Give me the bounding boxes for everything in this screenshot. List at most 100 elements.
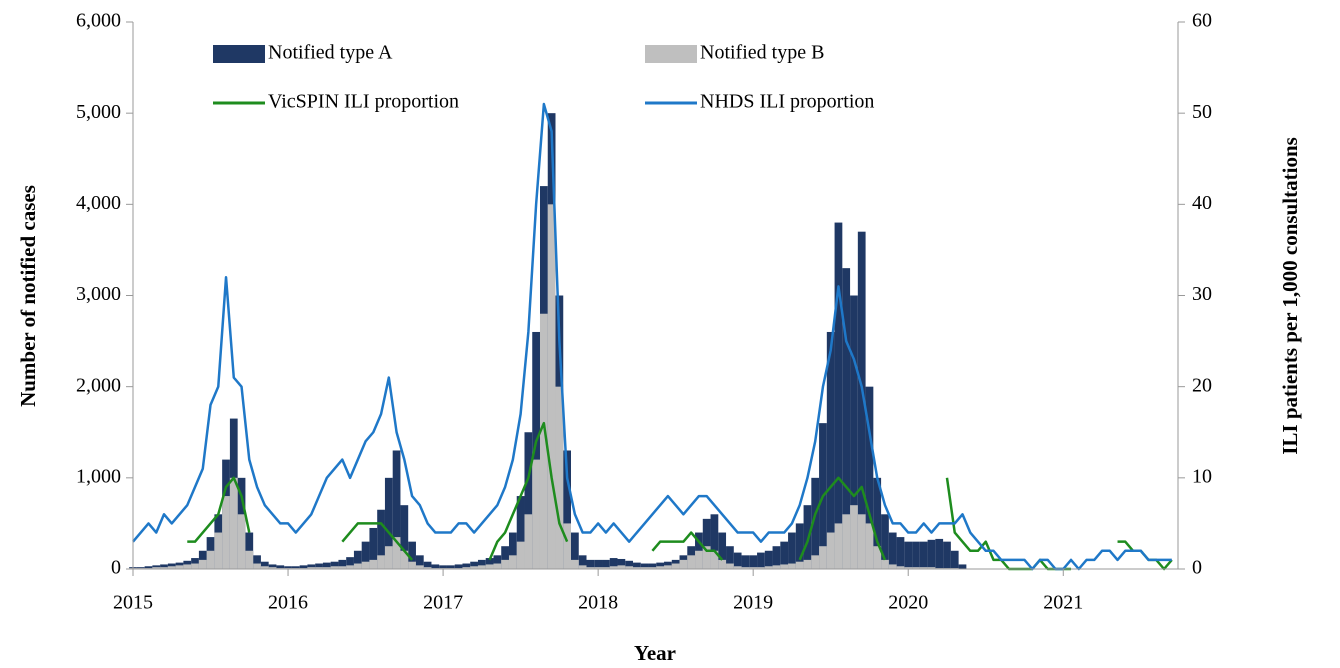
bar xyxy=(346,565,354,569)
bar xyxy=(857,231,866,569)
bar xyxy=(819,546,827,569)
bar xyxy=(470,566,478,569)
x-tick-label: 2019 xyxy=(733,592,773,614)
bar xyxy=(353,563,362,569)
bar xyxy=(602,559,610,569)
bar xyxy=(795,561,804,569)
bar xyxy=(896,537,905,569)
x-tick-label: 2016 xyxy=(268,592,308,614)
bar xyxy=(927,567,936,569)
bar xyxy=(485,564,494,569)
bar xyxy=(741,567,750,569)
bar xyxy=(346,557,354,569)
bar xyxy=(671,563,680,569)
bar xyxy=(757,552,765,569)
bar xyxy=(656,566,665,569)
bar xyxy=(206,550,215,569)
bar xyxy=(291,566,300,569)
bar xyxy=(377,555,385,569)
bar xyxy=(826,532,835,569)
bar xyxy=(912,541,920,569)
bar xyxy=(625,566,634,569)
bar xyxy=(578,565,587,569)
bar xyxy=(811,477,820,569)
bar xyxy=(392,450,401,569)
bar xyxy=(695,550,703,569)
bar xyxy=(578,555,587,569)
bar xyxy=(330,566,339,569)
bar xyxy=(788,532,796,569)
bar xyxy=(811,555,820,569)
bar xyxy=(857,514,866,569)
bar xyxy=(253,563,261,569)
bar xyxy=(508,555,517,569)
bar xyxy=(950,550,959,569)
bar xyxy=(958,564,967,569)
bar xyxy=(764,566,773,569)
bar xyxy=(788,563,796,569)
bar xyxy=(322,562,331,569)
legend-label: Notified type B xyxy=(700,42,824,64)
x-axis-title: Year xyxy=(634,641,676,665)
line xyxy=(132,102,1172,571)
y2-tick-label: 30 xyxy=(1192,283,1212,305)
bar xyxy=(307,564,316,569)
y2-tick-label: 60 xyxy=(1192,10,1212,32)
legend-label: NHDS ILI proportion xyxy=(700,91,874,113)
y-tick-label: 6,000 xyxy=(76,10,121,32)
bar xyxy=(369,559,378,569)
bar xyxy=(617,558,626,569)
bar xyxy=(338,566,347,569)
bar xyxy=(353,550,362,569)
bar xyxy=(198,550,207,569)
y2-tick-label: 10 xyxy=(1192,465,1212,487)
bar xyxy=(896,566,905,569)
bar xyxy=(260,561,269,569)
bar xyxy=(679,559,688,569)
y-tick-label: 1,000 xyxy=(76,465,121,487)
bar xyxy=(935,538,944,569)
bar xyxy=(834,523,843,569)
x-tick-label: 2017 xyxy=(423,592,463,614)
bar xyxy=(904,541,913,569)
bar xyxy=(888,532,897,569)
bar xyxy=(648,567,657,569)
bar xyxy=(602,567,610,569)
bar xyxy=(633,567,641,569)
bar xyxy=(361,561,370,569)
bar xyxy=(144,566,153,569)
bar xyxy=(361,541,370,569)
bar xyxy=(687,555,696,569)
bar xyxy=(664,565,672,569)
bar xyxy=(718,559,727,569)
bar xyxy=(873,477,882,569)
bar xyxy=(919,541,928,569)
bar xyxy=(609,566,618,569)
bar xyxy=(454,564,463,569)
y2-tick-label: 40 xyxy=(1192,192,1212,214)
bar xyxy=(640,567,649,569)
legend-label: VicSPIN ILI proportion xyxy=(268,91,459,113)
legend-swatch xyxy=(645,45,697,63)
bar xyxy=(904,567,913,569)
bar xyxy=(850,505,858,569)
bar xyxy=(485,558,494,569)
bar xyxy=(400,505,409,569)
bar xyxy=(547,204,556,570)
bar xyxy=(508,532,517,569)
bar xyxy=(245,550,254,569)
bar xyxy=(648,563,657,569)
bar xyxy=(501,559,509,569)
x-tick-label: 2020 xyxy=(888,592,928,614)
bar xyxy=(563,523,572,569)
bar xyxy=(198,559,207,569)
bar xyxy=(384,477,393,569)
bar xyxy=(594,559,603,569)
bar xyxy=(392,537,401,569)
bar xyxy=(881,514,889,569)
bar xyxy=(237,514,246,569)
bar xyxy=(617,565,626,569)
bar xyxy=(415,565,424,569)
bar xyxy=(284,566,292,569)
